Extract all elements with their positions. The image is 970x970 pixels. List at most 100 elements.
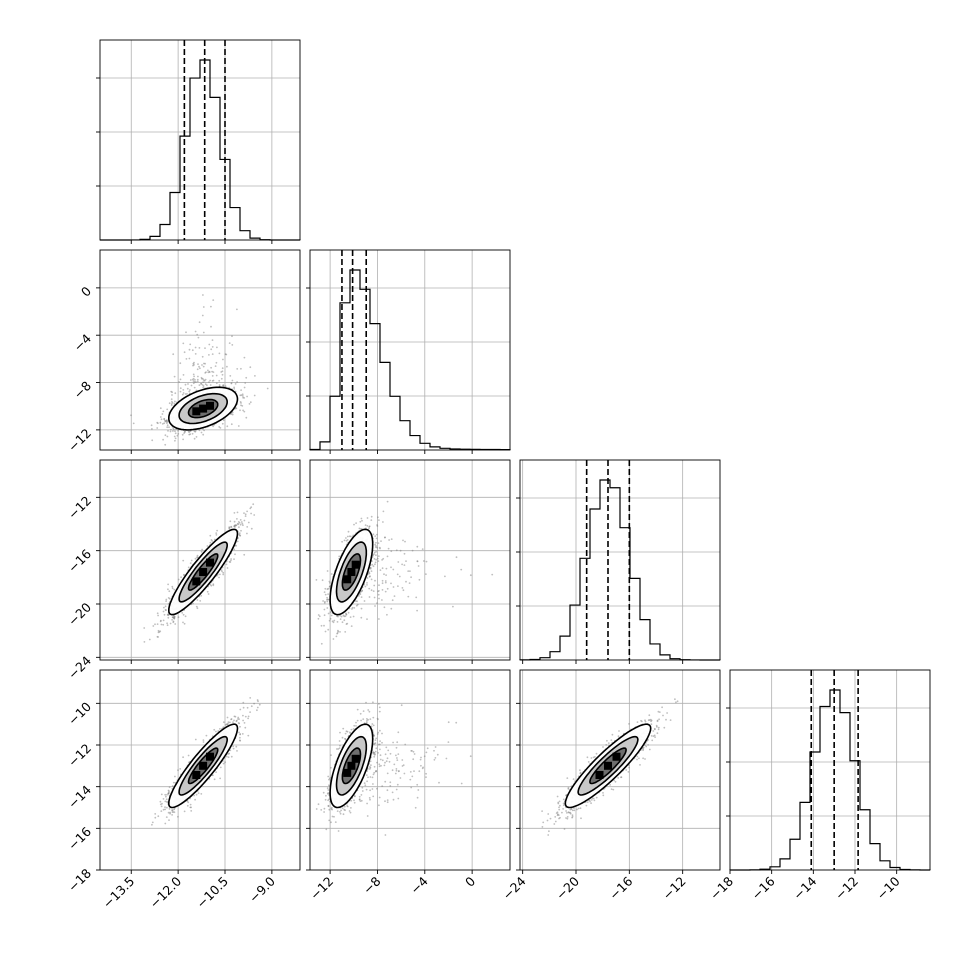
scatter-point <box>205 734 208 737</box>
scatter-point <box>206 590 209 593</box>
scatter-point <box>215 361 218 364</box>
scatter-point <box>373 584 376 587</box>
scatter-point <box>194 379 196 381</box>
scatter-point <box>378 590 380 592</box>
scatter-point <box>182 438 185 441</box>
scatter-point <box>370 519 373 521</box>
scatter-point <box>345 539 348 542</box>
scatter-point <box>201 548 204 551</box>
scatter-point <box>416 609 418 612</box>
scatter-point <box>177 578 180 581</box>
scatter-point <box>226 567 229 569</box>
scatter-point <box>161 802 163 805</box>
scatter-point <box>231 379 234 382</box>
scatter-point <box>198 347 201 349</box>
scatter-point <box>323 591 326 593</box>
scatter-point <box>194 798 197 801</box>
scatter-point <box>384 581 387 584</box>
scatter-point <box>164 434 167 437</box>
scatter-point <box>248 403 251 405</box>
scatter-point <box>164 609 167 611</box>
scatter-point <box>187 566 190 569</box>
histogram-2 <box>519 479 721 661</box>
scatter-point <box>253 394 256 397</box>
scatter-point <box>324 630 327 633</box>
scatter-point <box>179 362 182 365</box>
scatter-point <box>196 368 199 371</box>
scatter-point <box>210 348 213 351</box>
scatter-point <box>385 574 387 576</box>
scatter-point <box>236 511 239 514</box>
scatter-point <box>224 385 227 388</box>
scatter-point <box>243 519 246 522</box>
scatter-point <box>211 370 214 373</box>
scatter-point <box>376 533 378 536</box>
scatter-point <box>162 610 165 613</box>
scatter-point <box>192 373 195 376</box>
scatter-point <box>218 426 221 428</box>
scatter-point <box>410 576 412 579</box>
scatter-point <box>368 596 371 598</box>
scatter-point <box>369 567 372 570</box>
scatter-point <box>360 517 363 520</box>
panel-3-0 <box>96 669 301 874</box>
scatter-point <box>422 560 425 562</box>
scatter-point <box>195 436 198 438</box>
scatter-point <box>173 588 176 591</box>
scatter-point <box>366 577 369 579</box>
scatter-point <box>201 314 204 317</box>
scatter-point <box>320 624 323 627</box>
scatter-point <box>220 371 223 373</box>
scatter-point <box>207 593 210 595</box>
scatter-point <box>349 535 352 538</box>
scatter-point <box>160 418 163 421</box>
scatter-point <box>206 545 209 547</box>
scatter-point <box>375 541 377 544</box>
scatter-point <box>233 520 236 523</box>
scatter-point <box>368 587 371 590</box>
scatter-point <box>397 561 400 563</box>
scatter-point <box>328 580 331 583</box>
scatter-point <box>246 526 249 528</box>
scatter-point <box>378 618 380 620</box>
scatter-point <box>379 547 381 550</box>
scatter-point <box>211 540 214 542</box>
scatter-point <box>232 745 235 748</box>
scatter-point <box>347 530 350 533</box>
scatter-point <box>378 519 380 521</box>
scatter-point <box>232 721 234 723</box>
scatter-point <box>163 422 166 425</box>
scatter-point <box>163 418 166 421</box>
scatter-point <box>323 614 326 617</box>
scatter-point <box>197 375 199 378</box>
scatter-point <box>233 548 236 551</box>
density-peak-cell <box>199 404 208 413</box>
scatter-point <box>403 552 406 555</box>
scatter-point <box>168 402 171 405</box>
scatter-point <box>219 728 221 730</box>
scatter-point <box>180 576 183 579</box>
scatter-point <box>200 383 202 385</box>
scatter-point <box>234 553 236 556</box>
scatter-point <box>174 437 177 440</box>
scatter-point <box>230 558 233 560</box>
scatter-point <box>245 376 248 379</box>
scatter-point <box>167 614 170 617</box>
scatter-point <box>189 562 192 564</box>
scatter-point <box>202 386 205 389</box>
scatter-point <box>231 335 233 338</box>
scatter-point <box>192 377 195 380</box>
scatter-point <box>189 389 191 391</box>
scatter-point <box>249 697 252 699</box>
scatter-point <box>225 755 228 758</box>
scatter-point <box>163 613 166 616</box>
scatter-point <box>188 433 191 436</box>
scatter-point <box>241 522 244 525</box>
scatter-point <box>194 353 197 355</box>
scatter-point <box>320 642 323 645</box>
scatter-point <box>384 536 386 539</box>
scatter-point <box>237 521 240 523</box>
scatter-point <box>192 382 195 385</box>
panel-1-1 <box>306 249 511 454</box>
scatter-point <box>390 566 392 569</box>
